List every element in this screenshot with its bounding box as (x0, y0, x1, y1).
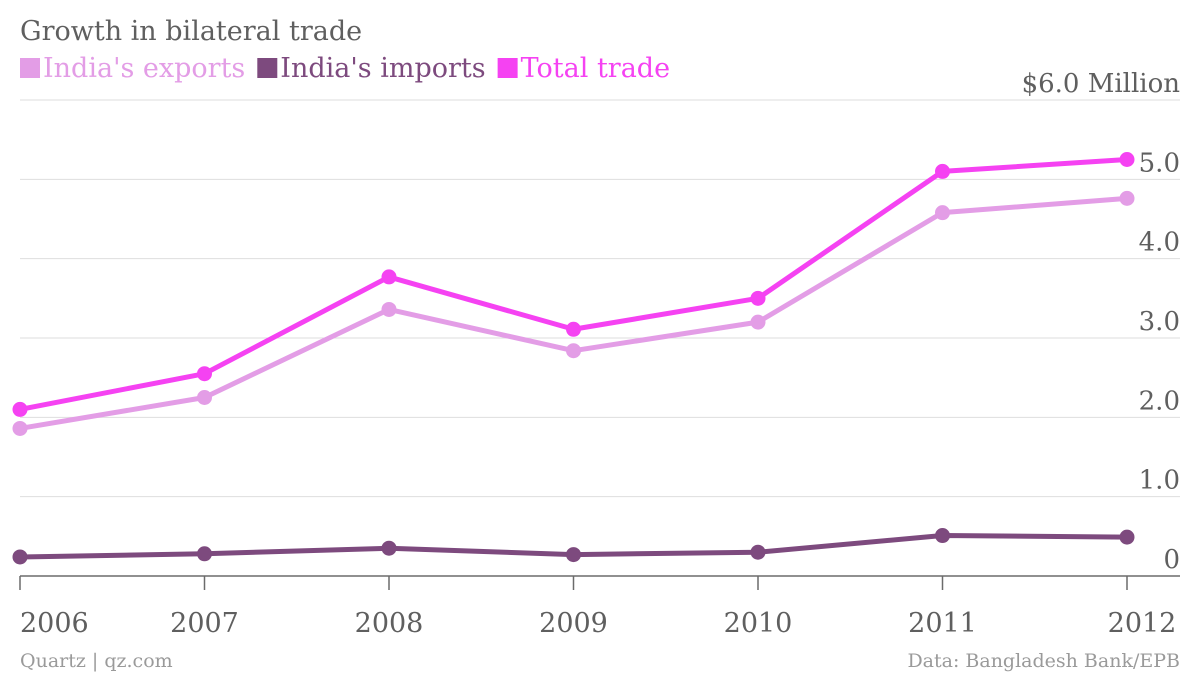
x-tick-label-1: 2007 (170, 608, 239, 639)
y-tick-label-2: 2.0 (1139, 386, 1180, 416)
x-tick-label-5: 2011 (908, 608, 977, 639)
data-point-0-3 (566, 343, 581, 359)
x-axis: 2006 2007 2008 2009 2010 2011 2012 (19, 576, 1177, 639)
data-point-1-6 (1119, 529, 1135, 545)
data-point-1-5 (935, 528, 950, 544)
data-point-2-3 (566, 321, 581, 337)
x-tick-label-3: 2009 (539, 608, 608, 639)
legend: India's exports India's imports Total trad… (20, 53, 670, 84)
data-point-1-4 (750, 544, 766, 560)
legend-swatch-0 (20, 58, 40, 78)
data-point-0-0 (12, 420, 28, 436)
series-group (12, 152, 1135, 565)
data-point-1-2 (381, 540, 397, 556)
x-tick-label-4: 2010 (724, 608, 793, 639)
data-point-2-6 (1119, 152, 1135, 167)
data-point-0-6 (1119, 190, 1135, 206)
legend-swatch-2 (497, 58, 518, 78)
y-tick-label-1: 1.0 (1139, 466, 1180, 496)
data-point-2-2 (381, 269, 397, 285)
data-point-0-2 (381, 301, 397, 317)
x-tick-label-2: 2008 (355, 608, 424, 639)
x-tick-label-6: 2012 (1108, 608, 1177, 639)
legend-label-2: Total trade (521, 53, 670, 84)
y-tick-label-0: 0 (1163, 545, 1180, 575)
legend-label-0: India's exports (43, 53, 245, 84)
data-point-2-4 (750, 290, 766, 306)
data-point-2-1 (197, 366, 212, 382)
data-point-1-3 (566, 547, 581, 563)
data-point-1-1 (197, 546, 212, 562)
source-left: Quartz | qz.com (20, 650, 173, 672)
y-tick-label-4: 4.0 (1139, 228, 1180, 258)
data-point-2-5 (935, 163, 950, 179)
data-point-0-4 (750, 314, 766, 330)
x-tick-label-0: 2006 (20, 608, 89, 639)
legend-swatch-1 (257, 58, 278, 78)
y-tick-label-5: 5.0 (1139, 148, 1180, 178)
series-line-2 (17, 157, 1130, 412)
data-point-0-5 (935, 205, 950, 221)
series-line-0 (17, 195, 1130, 431)
y-tick-label-3: 3.0 (1139, 307, 1180, 337)
data-point-0-1 (197, 390, 212, 405)
gridlines (20, 99, 1180, 577)
source-right: Data: Bangladesh Bank/EPB (907, 650, 1180, 672)
chart-title: Growth in bilateral trade (20, 16, 362, 47)
y-axis-ticks: 0 1.0 2.0 3.0 4.0 5.0 $6.0 Million (1022, 69, 1181, 575)
data-point-2-0 (12, 401, 28, 417)
y-tick-label-6: $6.0 Million (1022, 69, 1181, 99)
legend-label-1: India's imports (280, 53, 485, 84)
data-point-1-0 (12, 549, 28, 565)
